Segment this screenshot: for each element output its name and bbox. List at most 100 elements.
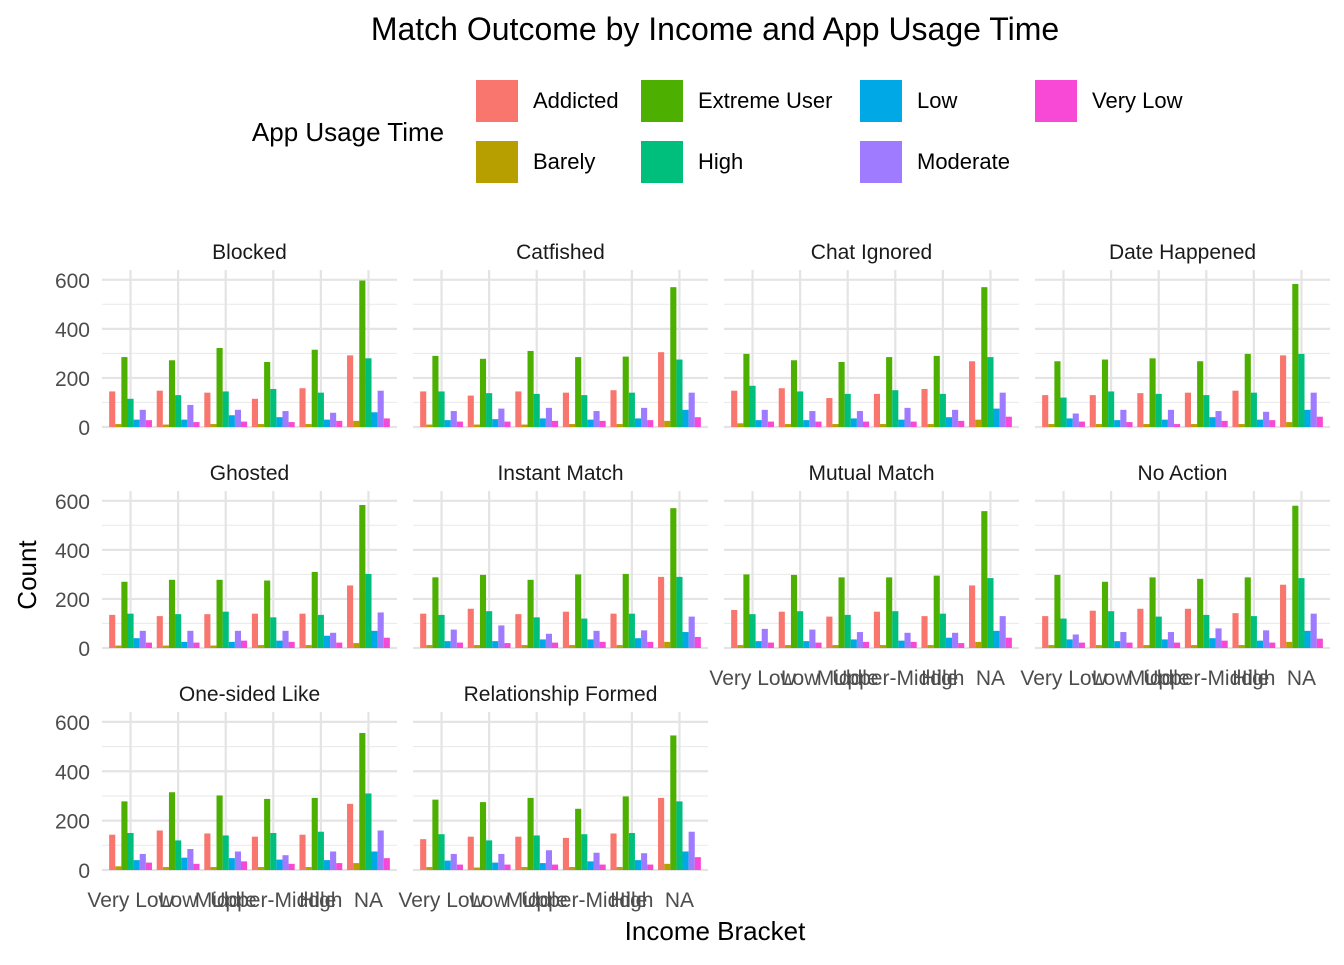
y-axis-label: Count [12, 540, 42, 610]
legend-item-extreme-user: Extreme User [641, 80, 832, 122]
bar-no-action-upper-middle-low [1209, 638, 1216, 648]
facet-instant-match: Instant Match [413, 462, 708, 650]
bar-one-sided-like-very-low-extreme-user [121, 801, 128, 870]
facet-title-blocked: Blocked [212, 241, 287, 264]
bar-relationship-formed-na-moderate [688, 831, 695, 870]
bar-instant-match-high-addicted [610, 613, 617, 648]
x-tick-label-very-low: Very Low [709, 667, 796, 690]
bar-chat-ignored-upper-middle-addicted [873, 393, 880, 427]
bar-catfished-upper-middle-high [581, 395, 588, 427]
facet-title-ghosted: Ghosted [210, 462, 289, 485]
bar-catfished-high-barely [616, 424, 623, 427]
bar-catfished-very-low-addicted [420, 391, 427, 427]
legend-key-barely [476, 141, 518, 183]
x-tick-label-middle: Middle [195, 889, 257, 912]
bar-relationship-formed-middle-extreme-user [527, 797, 534, 870]
bar-ghosted-middle-barely [210, 645, 217, 648]
bar-date-happened-na-moderate [1310, 392, 1317, 427]
bar-date-happened-upper-middle-addicted [1184, 392, 1191, 427]
bar-chat-ignored-na-low [993, 408, 1000, 427]
bar-instant-match-upper-middle-moderate [593, 630, 600, 648]
bar-chat-ignored-low-very-low [815, 421, 822, 427]
bar-blocked-middle-high [222, 391, 229, 427]
bar-relationship-formed-middle-addicted [515, 836, 522, 870]
bar-one-sided-like-very-low-very-low [145, 862, 152, 870]
bar-one-sided-like-upper-middle-barely [258, 867, 265, 870]
x-tick-label-na: NA [354, 889, 383, 912]
bar-catfished-high-high [628, 392, 635, 427]
bar-ghosted-low-high [175, 614, 182, 648]
bar-ghosted-very-low-extreme-user [121, 581, 128, 648]
bar-catfished-middle-high [533, 393, 540, 427]
bar-mutual-match-high-low [945, 637, 953, 648]
bar-blocked-middle-barely [210, 424, 217, 427]
bar-blocked-low-extreme-user [168, 360, 176, 427]
bar-one-sided-like-high-low [323, 860, 331, 871]
facet-blocked: Blocked 0 200 400 600 [55, 241, 397, 440]
bar-date-happened-upper-middle-low [1209, 417, 1216, 427]
bar-ghosted-middle-moderate [234, 630, 242, 648]
bar-relationship-formed-na-very-low [694, 857, 701, 870]
bar-no-action-upper-middle-high [1203, 614, 1210, 648]
bar-one-sided-like-middle-extreme-user [216, 795, 223, 870]
bar-catfished-na-low [682, 409, 689, 427]
bar-instant-match-na-low [682, 632, 689, 648]
bar-catfished-middle-barely [521, 424, 528, 427]
bar-one-sided-like-middle-very-low [241, 861, 248, 870]
bar-catfished-upper-middle-barely [569, 424, 576, 427]
bar-blocked-na-moderate [377, 390, 384, 427]
bar-no-action-na-moderate [1310, 613, 1317, 648]
x-axis-label: Income Bracket [625, 916, 806, 946]
bar-ghosted-low-very-low [193, 642, 200, 648]
x-tick-label-middle: Middle [817, 667, 879, 690]
bar-date-happened-low-addicted [1089, 395, 1096, 427]
bar-chat-ignored-na-barely [975, 419, 982, 427]
bar-one-sided-like-middle-barely [210, 867, 217, 870]
bar-blocked-low-moderate [187, 404, 194, 427]
bar-instant-match-upper-middle-high [581, 618, 588, 648]
bar-instant-match-upper-middle-addicted [562, 611, 569, 648]
legend-label-extreme-user: Extreme User [698, 88, 832, 113]
bar-chat-ignored-upper-middle-low [898, 419, 905, 427]
bar-instant-match-high-very-low [647, 641, 654, 648]
x-tick-label-high: High [1232, 667, 1275, 690]
bar-chat-ignored-na-moderate [999, 392, 1006, 427]
y-tick-label: 0 [78, 417, 90, 440]
bar-chat-ignored-high-low [945, 417, 953, 427]
bar-no-action-low-barely [1095, 645, 1102, 648]
bar-blocked-high-high [317, 392, 324, 427]
bar-catfished-very-low-extreme-user [432, 355, 439, 427]
x-tick-label-low: Low [470, 889, 509, 912]
bar-no-action-middle-moderate [1167, 632, 1175, 648]
x-tick-label-middle: Middle [506, 889, 568, 912]
bar-one-sided-like-very-low-low [133, 860, 140, 871]
bar-catfished-upper-middle-extreme-user [575, 357, 582, 427]
x-tick-label-very-low: Very Low [1020, 667, 1107, 690]
bar-relationship-formed-middle-moderate [545, 850, 553, 870]
chart-title: Match Outcome by Income and App Usage Ti… [371, 11, 1059, 47]
y-tick-label: 200 [55, 589, 90, 612]
bar-no-action-middle-very-low [1174, 642, 1181, 648]
bar-catfished-na-extreme-user [670, 287, 677, 427]
bar-no-action-very-low-very-low [1078, 642, 1085, 648]
bar-catfished-very-low-moderate [450, 411, 457, 427]
bar-date-happened-high-addicted [1232, 390, 1239, 427]
bar-chat-ignored-very-low-barely [737, 423, 744, 427]
legend-item-barely: Barely [476, 141, 595, 183]
bar-one-sided-like-low-high [175, 840, 182, 871]
bar-catfished-high-low [634, 418, 642, 427]
bar-relationship-formed-high-extreme-user [622, 796, 629, 870]
bar-catfished-low-barely [473, 424, 480, 427]
bar-chat-ignored-low-extreme-user [790, 360, 798, 427]
x-tick-label-middle: Middle [1128, 667, 1190, 690]
bar-ghosted-middle-low [228, 641, 235, 648]
bar-no-action-very-low-barely [1048, 645, 1055, 648]
bar-chat-ignored-very-low-very-low [767, 421, 774, 427]
bar-relationship-formed-very-low-very-low [456, 864, 463, 870]
bar-one-sided-like-low-low [181, 857, 188, 870]
bar-blocked-upper-middle-extreme-user [264, 361, 271, 427]
bar-ghosted-upper-middle-high [270, 617, 277, 648]
bar-mutual-match-na-high [987, 578, 994, 648]
bar-instant-match-very-low-high [438, 614, 445, 648]
